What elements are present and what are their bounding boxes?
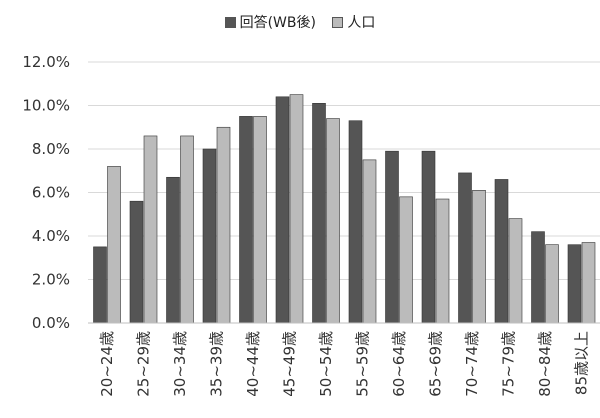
bar-response	[421, 150, 436, 324]
bar-response	[166, 176, 180, 324]
y-tick-label: 2.0%	[32, 271, 70, 289]
bar-population	[253, 116, 267, 324]
bar-population	[326, 118, 340, 324]
y-tick-label: 10.0%	[22, 97, 70, 115]
x-tick-label: 85歳以上	[573, 331, 591, 395]
bars	[93, 94, 596, 324]
x-tick-label: 55~59歳	[354, 331, 372, 397]
x-tick-label: 65~69歳	[427, 331, 445, 397]
legend-item-response: 回答(WB後)	[224, 12, 316, 32]
bar-response	[531, 231, 545, 324]
bar-population	[508, 218, 523, 324]
y-tick-label: 4.0%	[32, 227, 70, 245]
y-tick-label: 12.0%	[22, 53, 70, 71]
x-tick-label: 35~39歳	[208, 331, 226, 397]
bar-response	[385, 150, 399, 324]
bar-response	[239, 116, 253, 324]
gridlines	[88, 61, 600, 280]
x-tick-label: 70~74歳	[463, 331, 481, 397]
bar-response	[567, 244, 582, 324]
y-tick-label: 0.0%	[32, 314, 70, 332]
x-tick-label: 75~79歳	[500, 331, 518, 397]
x-tick-label: 40~44歳	[244, 331, 262, 397]
bar-population	[216, 126, 231, 324]
bar-population	[143, 135, 158, 324]
legend-label-response: 回答(WB後)	[239, 15, 316, 31]
bar-response	[348, 120, 363, 324]
y-tick-label: 6.0%	[32, 184, 70, 202]
x-tick-label: 20~24歳	[98, 331, 116, 397]
y-tick-label: 8.0%	[32, 140, 70, 158]
y-axis: 0.0% 2.0% 4.0% 6.0% 8.0% 10.0% 12.0%	[22, 53, 70, 332]
bar-population	[107, 166, 121, 324]
bar-population	[180, 135, 194, 324]
bar-response	[93, 246, 107, 324]
legend-label-population: 人口	[347, 15, 376, 31]
bar-population	[435, 198, 450, 324]
x-tick-label: 25~29歳	[135, 331, 153, 397]
bar-population	[581, 242, 596, 324]
x-tick-label: 50~54歳	[317, 331, 335, 397]
x-tick-label: 45~49歳	[281, 331, 299, 397]
bar-response	[458, 172, 472, 324]
x-tick-label: 60~64歳	[390, 331, 408, 397]
bar-population	[472, 190, 486, 324]
legend: 回答(WB後) 人口	[0, 12, 600, 32]
legend-swatch-response	[224, 17, 236, 28]
bar-population	[545, 244, 559, 324]
legend-swatch-population	[332, 17, 344, 28]
x-tick-label: 80~84歳	[536, 331, 554, 397]
x-axis: 20~24歳 25~29歳 30~34歳 35~39歳 40~44歳 45~49歳 50~5…	[98, 331, 591, 397]
bar-response	[312, 103, 326, 324]
bar-response	[129, 200, 144, 324]
bar-population	[362, 159, 377, 324]
bar-response	[275, 96, 290, 324]
legend-item-population: 人口	[332, 12, 375, 32]
x-tick-label: 30~34歳	[171, 331, 189, 397]
bar-population	[399, 196, 413, 324]
bar-response	[202, 148, 217, 324]
bar-response	[494, 179, 509, 324]
bar-population	[289, 94, 304, 324]
